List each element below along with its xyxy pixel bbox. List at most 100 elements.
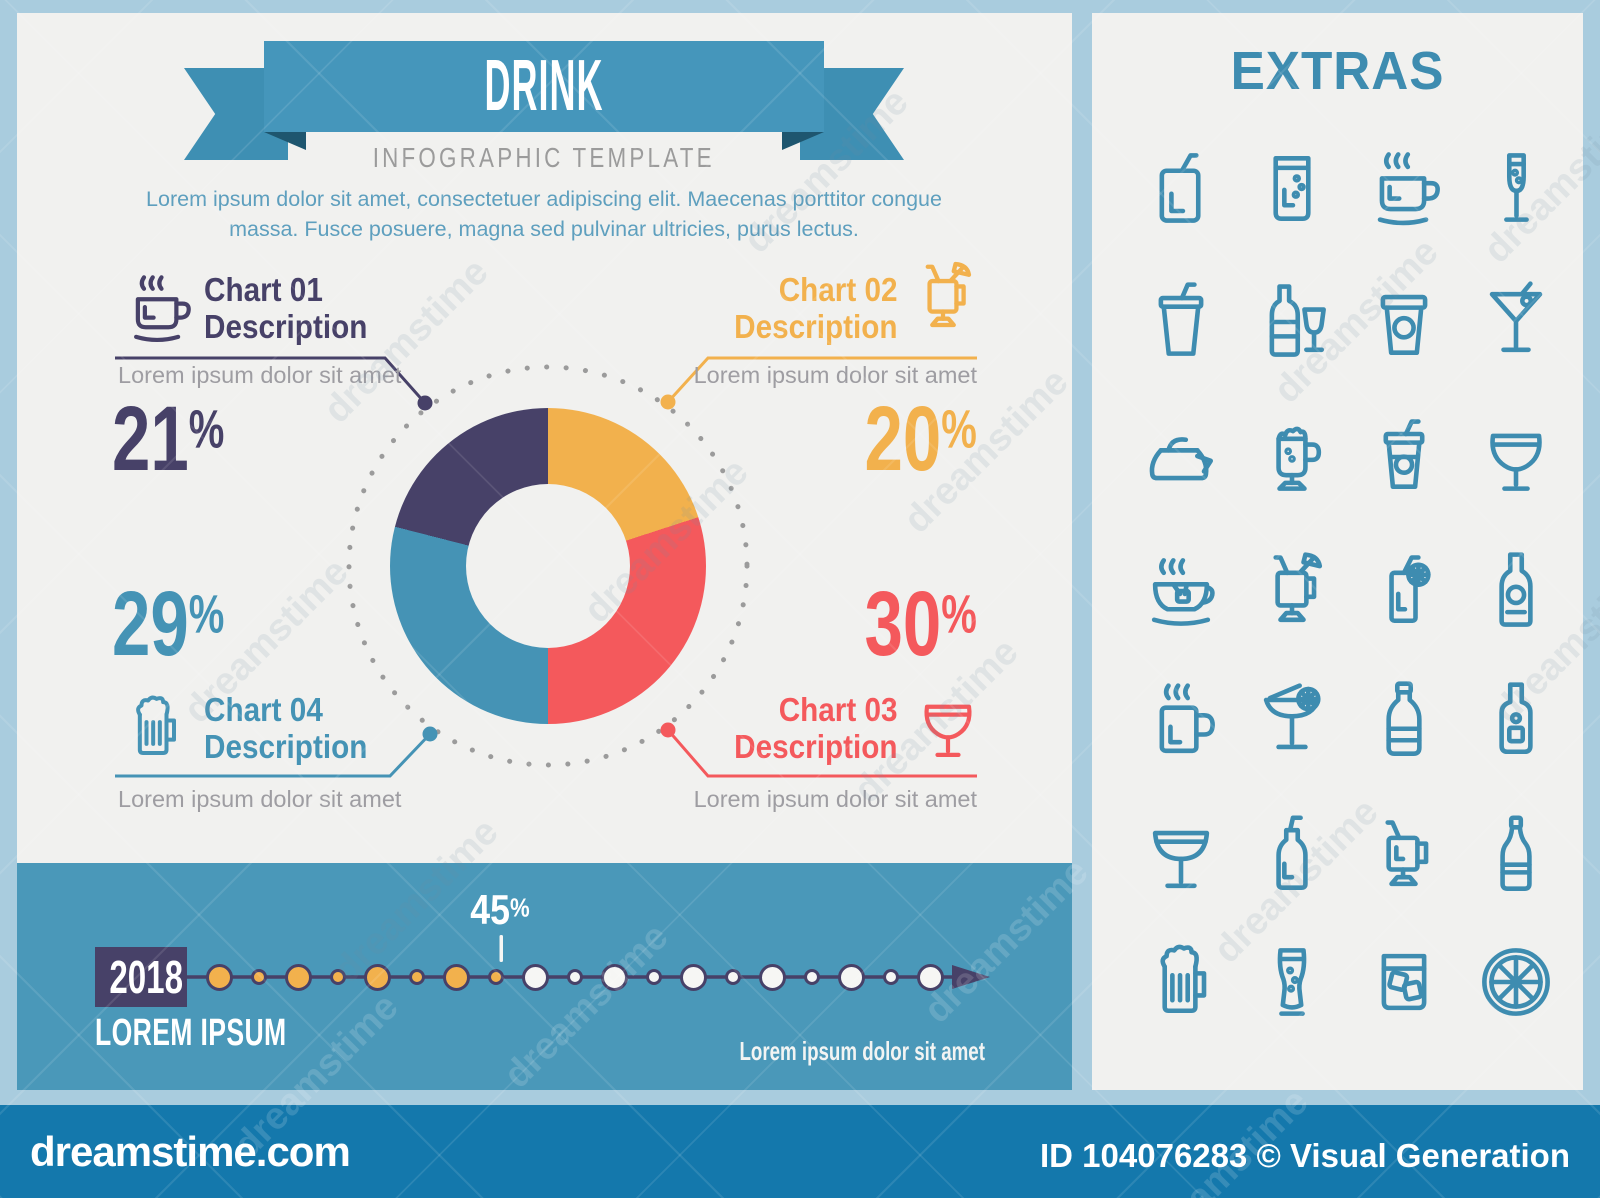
extras-grid-cell xyxy=(1246,936,1338,1028)
series-2-note: Lorem ipsum dolor sit amet xyxy=(693,362,977,388)
series-4-percent: 29% xyxy=(112,573,225,675)
extras-grid-cell xyxy=(1470,276,1562,368)
timeline-dot xyxy=(442,963,470,991)
timeline-dot xyxy=(645,969,662,985)
extras-grid-cell xyxy=(1246,142,1338,234)
series-2-icon-slot xyxy=(900,256,986,342)
extras-grid-cell xyxy=(1470,812,1562,904)
timeline-dot xyxy=(521,963,549,991)
extras-grid-cell xyxy=(1358,812,1450,904)
series-3-icon-slot xyxy=(906,684,990,768)
ribbon-title: DRINK xyxy=(484,46,604,126)
timeline-dot xyxy=(679,963,707,991)
timeline-caption-right: Lorem ipsum dolor sit amet xyxy=(739,1036,985,1066)
coffee-cup-icon xyxy=(134,275,191,343)
beer-mug-icon xyxy=(136,695,176,755)
extras-grid-cell xyxy=(1358,411,1450,503)
series-4-icon-slot xyxy=(114,688,194,768)
timeline-marker-label: 45% xyxy=(470,886,530,933)
extras-grid-cell xyxy=(1358,276,1450,368)
extras-grid-cell xyxy=(1470,411,1562,503)
timeline-dot xyxy=(205,963,233,991)
timeline-dot xyxy=(250,969,267,985)
whiskey-glass-ice-icon xyxy=(1381,953,1427,1011)
champagne-flute-icon xyxy=(1504,153,1529,222)
tea-cup-icon xyxy=(1151,558,1215,626)
timeline-dot xyxy=(882,969,899,985)
kettle-icon xyxy=(1149,437,1214,481)
extras-grid-cell xyxy=(1470,142,1562,234)
timeline-dot xyxy=(916,963,944,991)
extras-grid-cell xyxy=(1135,411,1227,503)
extras-panel xyxy=(1092,13,1583,1090)
series-1-percent: 21% xyxy=(112,388,225,490)
timeline-dot xyxy=(329,969,346,985)
extras-grid-cell xyxy=(1470,546,1562,638)
glass-mug-cocktail-icon xyxy=(1385,820,1429,887)
timeline-caption-left: LOREM IPSUM xyxy=(95,1012,287,1054)
timeline-dot xyxy=(566,969,583,985)
timeline-dot xyxy=(758,963,786,991)
ribbon-banner: DRINK xyxy=(264,41,824,132)
extras-grid-cell xyxy=(1358,546,1450,638)
timeline-dot xyxy=(837,963,865,991)
extras-grid-cell xyxy=(1135,936,1227,1028)
image-credit: ID 104076283 © Visual Generation xyxy=(1040,1137,1570,1174)
extras-grid-cell xyxy=(1470,677,1562,769)
takeaway-cup-straw-icon xyxy=(1383,419,1425,490)
extras-grid-cell xyxy=(1246,546,1338,638)
juice-box-icon xyxy=(1159,153,1201,223)
extras-grid-cell xyxy=(1135,812,1227,904)
extras-grid-cell xyxy=(1246,677,1338,769)
timeline-dot xyxy=(803,969,820,985)
timeline-dot xyxy=(284,963,312,991)
series-1-title: Chart 01 Description xyxy=(204,271,368,345)
beer-bottle-icon xyxy=(1499,552,1533,627)
donut-chart-hole xyxy=(466,484,630,648)
margarita-glass-icon xyxy=(1263,683,1321,750)
extras-grid-cell xyxy=(1358,677,1450,769)
soda-cup-icon xyxy=(1158,282,1204,356)
coupe-glass-icon xyxy=(1152,830,1210,889)
dreamstime-logo: dreamstime.com xyxy=(30,1128,351,1175)
extras-grid-cell xyxy=(1246,276,1338,368)
series-2-title: Chart 02 Description xyxy=(734,271,898,345)
series-1-icon-slot xyxy=(116,266,200,350)
lemon-slice-icon xyxy=(1482,948,1550,1016)
hot-mug-icon xyxy=(1159,683,1215,754)
extras-grid-cell xyxy=(1246,812,1338,904)
series-2-percent: 20% xyxy=(864,388,977,490)
series-4-note: Lorem ipsum dolor sit amet xyxy=(118,786,402,812)
latte-mug-icon xyxy=(1276,426,1322,491)
takeaway-coffee-icon xyxy=(1380,294,1428,355)
whiskey-bottle-icon xyxy=(1499,682,1533,755)
water-glass-icon xyxy=(1273,155,1311,221)
wine-bottle-glass-icon xyxy=(1269,284,1326,357)
timeline-dot xyxy=(408,969,425,985)
extras-grid-cell xyxy=(1135,546,1227,638)
extras-grid-cell xyxy=(1135,276,1227,368)
cocktail-mug-umbrella-icon xyxy=(925,261,972,328)
coffee-cup-icon xyxy=(1377,152,1440,226)
series-3-percent: 30% xyxy=(864,573,977,675)
lemonade-glass-icon xyxy=(1389,555,1431,624)
series-1-note: Lorem ipsum dolor sit amet xyxy=(118,362,402,388)
timeline-dot xyxy=(600,963,628,991)
extras-title: EXTRAS xyxy=(1230,41,1445,101)
martini-glass-icon xyxy=(1489,281,1543,353)
series-3-note: Lorem ipsum dolor sit amet xyxy=(693,786,977,812)
extras-grid-cell xyxy=(1135,142,1227,234)
pilsner-glass-icon xyxy=(1277,948,1307,1016)
intro-text: Lorem ipsum dolor sit amet, consectetuer… xyxy=(146,187,942,242)
soda-bottle-icon xyxy=(1386,681,1422,756)
infographic-subtitle: INFOGRAPHIC TEMPLATE xyxy=(373,142,715,173)
series-3-title: Chart 03 Description xyxy=(734,691,898,765)
timeline-dot xyxy=(487,969,504,985)
footer-bar xyxy=(0,1105,1600,1198)
extras-grid-cell xyxy=(1246,411,1338,503)
bottle-straw-icon xyxy=(1276,815,1308,891)
extras-grid-cell xyxy=(1135,677,1227,769)
series-4-title: Chart 04 Description xyxy=(204,691,368,765)
beer-mug-icon xyxy=(1160,944,1207,1014)
